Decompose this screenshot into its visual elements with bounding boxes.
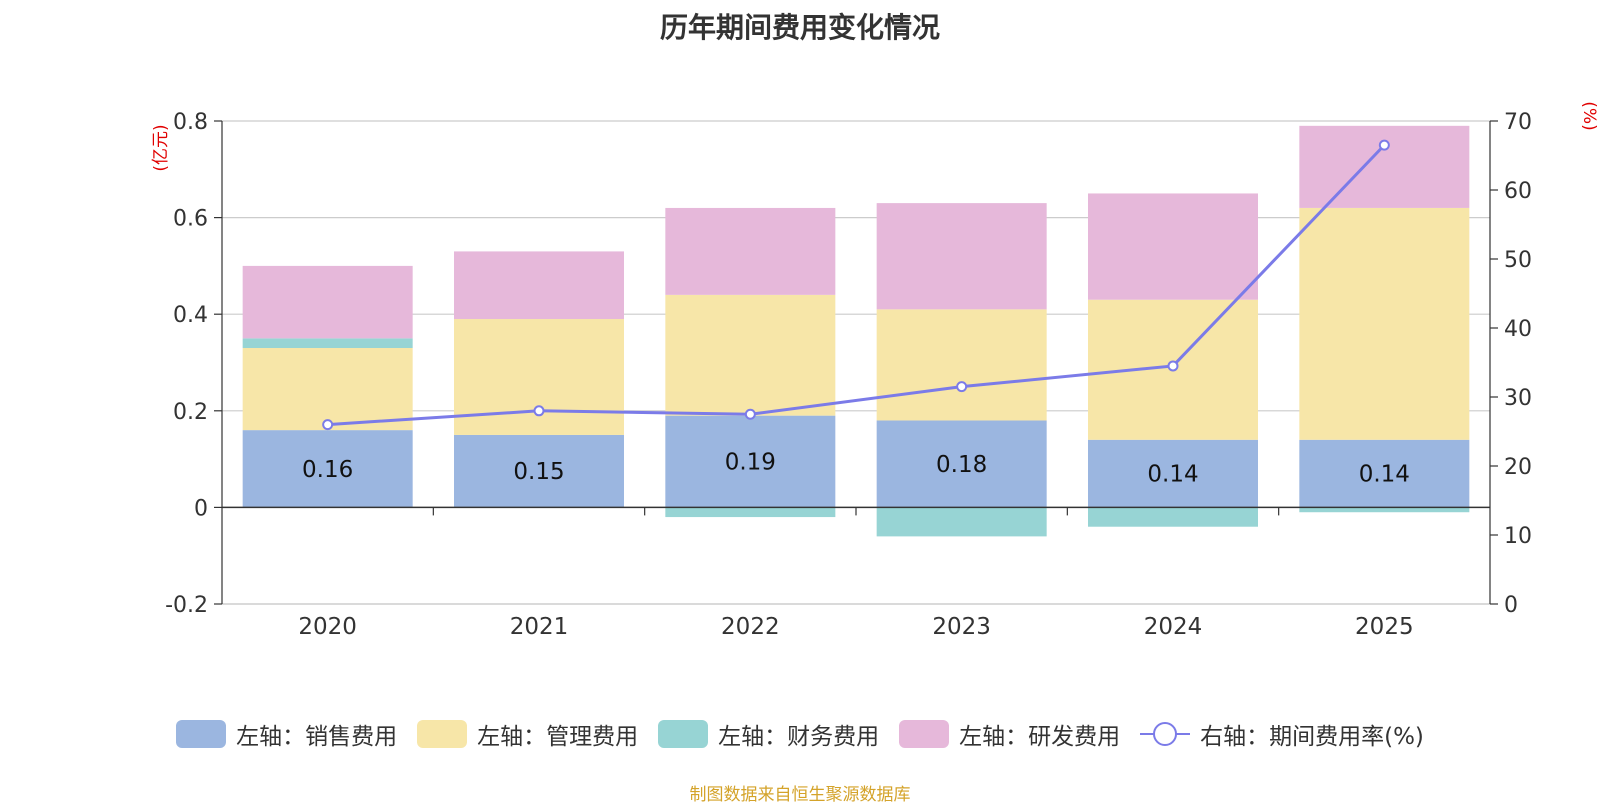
bar-finance-2020 [242,338,413,349]
legend-label-admin: 左轴：管理费用 [477,724,639,750]
x-axis-label-2021: 2021 [510,614,569,640]
line-layer [322,139,1390,431]
bar-sales-2020 [242,430,413,508]
legend-item-rate[interactable]: 右轴：期间费用率(%) [1140,717,1424,751]
right-axis-tick-label: 60 [1504,179,1532,204]
x-axis-label-2025: 2025 [1355,614,1414,640]
legend-swatch-rate [1140,720,1191,748]
bar-finance-2025 [1299,507,1470,513]
rate-point-2021 [533,405,545,417]
bar-admin-2022 [665,294,836,416]
bar-finance-2022 [665,507,836,518]
legend-item-rd[interactable]: 左轴：研发费用 [899,717,1120,751]
legend-label-rd: 左轴：研发费用 [959,724,1121,750]
bar-rd-2023 [876,203,1047,310]
bar-sales-2024 [1088,439,1258,508]
bar-sales-2023 [876,420,1047,508]
rate-point-2025 [1378,139,1390,151]
bar-sales-2021 [454,434,624,508]
bar-layer [242,125,1470,537]
legend-item-sales[interactable]: 左轴：销售费用 [176,717,397,751]
bar-rd-2021 [454,251,624,320]
legend-swatch-finance [658,720,709,748]
bar-admin-2023 [876,309,1047,421]
right-axis-unit: (%) [1579,101,1599,130]
rate-point-2023 [956,381,968,393]
x-axis-label-2023: 2023 [932,614,991,640]
legend-swatch-rd [899,720,950,748]
x-axis-label-2022: 2022 [721,614,780,640]
chart-title: 历年期间费用变化情况 [659,11,940,44]
data-label-sales-2022: 0.19 [725,450,776,476]
legend-label-rate: 右轴：期间费用率(%) [1200,724,1424,750]
bar-finance-2023 [876,507,1047,537]
legend-item-finance[interactable]: 左轴：财务费用 [658,717,879,751]
legend-swatch-sales [176,720,227,748]
left-axis-tick-label: 0.6 [173,207,208,232]
left-axis-tick-label: 0.2 [173,400,208,425]
left-axis-tick-label: -0.2 [165,593,208,618]
bar-admin-2020 [242,348,413,431]
label-layer: 0.16 0.15 0.19 0.18 0.14 0.14 [302,450,1410,488]
legend: 左轴：销售费用 左轴：管理费用 左轴：财务费用 左轴：研发费用 右轴：期间费用率(%) [0,717,1600,751]
right-axis-tick-label: 0 [1504,593,1518,618]
data-label-sales-2021: 0.15 [513,459,564,485]
data-label-sales-2023: 0.18 [936,452,987,478]
left-axis-tick-label: 0 [194,496,208,521]
data-label-sales-2024: 0.14 [1147,462,1198,488]
bar-sales-2025 [1299,439,1470,508]
bar-admin-2025 [1299,207,1470,440]
legend-label-finance: 左轴：财务费用 [718,724,880,750]
rate-point-2022 [744,408,756,420]
axis-layer: -0.2 0 0.2 0.4 0.6 0.8 0 10 20 30 40 50 60 70 (亿元) (%) 2… [151,101,1599,640]
chart-area: -0.2 0 0.2 0.4 0.6 0.8 0 10 20 30 40 50 60 70 (亿元) (%) 2… [151,101,1599,640]
bar-rd-2025 [1299,125,1470,208]
right-axis-tick-label: 20 [1504,455,1532,480]
x-axis-label-2020: 2020 [298,614,357,640]
left-axis-unit: (亿元) [151,124,171,171]
legend-swatch-admin [417,720,468,748]
bar-rd-2022 [665,207,836,295]
grid-layer [222,120,1490,605]
data-label-sales-2025: 0.14 [1359,462,1410,488]
left-axis-tick-label: 0.8 [173,110,208,135]
rate-line [327,144,1386,427]
left-axis-tick-label: 0.4 [173,303,208,328]
right-axis-tick-label: 10 [1504,524,1532,549]
rate-point-2020 [322,419,334,431]
right-axis-tick-label: 40 [1504,317,1532,342]
bar-sales-2022 [665,415,836,508]
bar-finance-2024 [1088,507,1258,527]
right-axis-tick-label: 70 [1504,110,1532,135]
legend-label-sales: 左轴：销售费用 [236,724,398,750]
right-axis-tick-label: 30 [1504,386,1532,411]
rate-point-2024 [1167,360,1179,372]
x-axis-label-2024: 2024 [1144,614,1203,640]
right-axis-tick-label: 50 [1504,248,1532,273]
bar-rd-2020 [242,265,413,339]
data-label-sales-2020: 0.16 [302,457,353,483]
bar-admin-2021 [454,319,624,435]
bar-rd-2024 [1088,193,1258,300]
data-source-note: 制图数据来自恒生聚源数据库 [689,785,911,805]
legend-item-admin[interactable]: 左轴：管理费用 [417,717,638,751]
